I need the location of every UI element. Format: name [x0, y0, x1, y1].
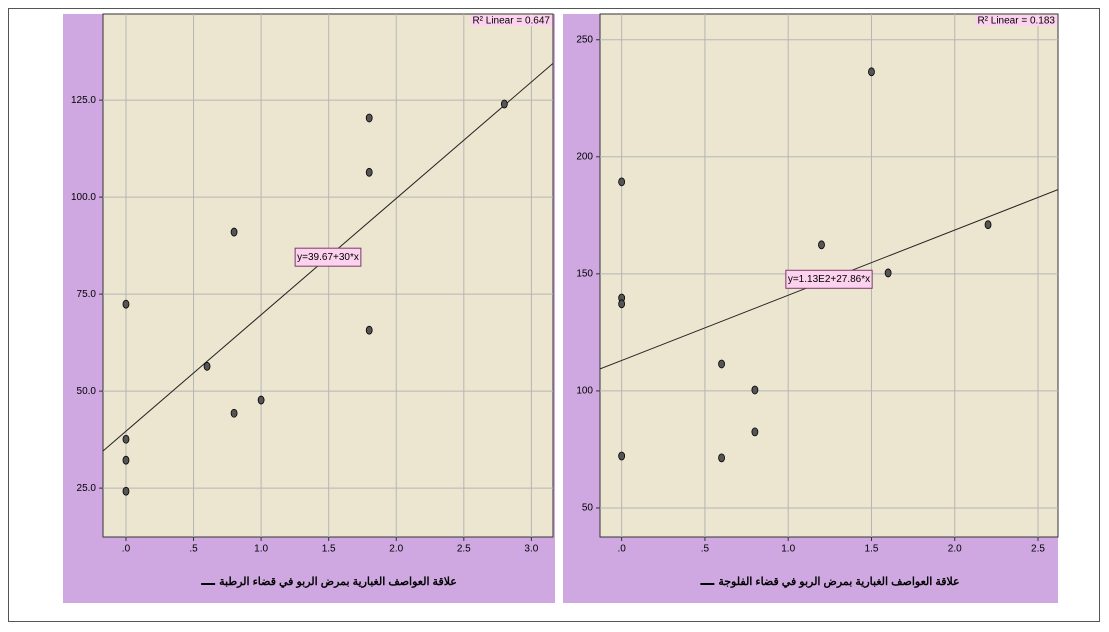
plot-area	[102, 13, 554, 538]
point	[884, 268, 892, 278]
point	[203, 361, 211, 371]
x-tick-label: 2.0	[948, 544, 962, 555]
x-tick-label: 1.0	[781, 544, 795, 555]
y-tick-label: 50	[582, 503, 594, 514]
r2-box	[975, 15, 1058, 26]
r2-label: R² Linear = 0.647	[472, 16, 550, 27]
point	[365, 113, 373, 123]
fit-label-box	[294, 247, 362, 267]
point	[751, 427, 759, 437]
point	[984, 220, 992, 230]
point	[365, 325, 373, 335]
point	[122, 299, 130, 309]
point	[230, 408, 238, 418]
point	[500, 99, 508, 109]
fit-label: y=39.67+30*x	[297, 252, 359, 263]
x-axis-title: علاقة العواصف الغبارية بمرض الربو في قضا…	[718, 576, 959, 589]
fit-label: y=1.13E2+27.86*x	[788, 274, 870, 285]
x-tick-label: .0	[617, 544, 626, 555]
point	[618, 177, 626, 187]
point	[365, 167, 373, 177]
y-tick-label: 100	[576, 386, 593, 397]
point	[751, 385, 759, 395]
r2-label: R² Linear = 0.183	[977, 16, 1055, 27]
x-tick-label: 1.5	[322, 544, 336, 555]
point	[618, 451, 626, 461]
r2-box	[470, 15, 553, 26]
point	[230, 227, 238, 237]
y-tick-label: 250	[576, 34, 593, 45]
x-tick-label: 1.0	[254, 544, 268, 555]
point	[718, 359, 725, 369]
fit-label-box	[785, 269, 873, 289]
point	[122, 455, 130, 465]
point	[122, 434, 130, 444]
y-tick-label: 125.0	[71, 95, 96, 106]
y-tick-label: 150	[576, 269, 593, 280]
y-tick-label: 100.0	[71, 192, 96, 203]
x-axis-title: علاقة العواصف الغبارية بمرض الربو في قضا…	[219, 576, 457, 589]
x-tick-label: 2.5	[457, 544, 471, 555]
y-tick-label: 25.0	[77, 483, 97, 494]
x-tick-label: .5	[189, 544, 198, 555]
point	[718, 453, 725, 463]
x-tick-label: 2.5	[1031, 544, 1045, 555]
x-tick-label: 1.5	[865, 544, 879, 555]
y-tick-label: 200	[576, 151, 593, 162]
point	[868, 67, 875, 77]
x-tick-label: .5	[701, 544, 710, 555]
x-tick-label: 3.0	[524, 544, 538, 555]
y-tick-label: 50.0	[77, 386, 97, 397]
y-tick-label: 75.0	[77, 289, 97, 300]
x-tick-label: .0	[122, 544, 131, 555]
point	[257, 395, 265, 405]
x-tick-label: 2.0	[389, 544, 403, 555]
point	[818, 240, 825, 250]
point	[122, 486, 130, 496]
point	[618, 299, 626, 309]
